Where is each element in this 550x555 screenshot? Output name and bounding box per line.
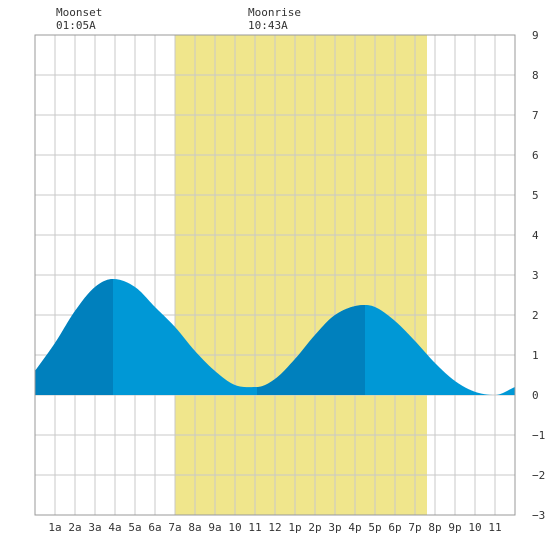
x-tick-label: 11 [248,521,261,534]
y-tick-label: 9 [532,29,539,42]
x-tick-label: 4a [108,521,121,534]
y-tick-labels: −3 −2 −1 0 1 2 3 4 5 6 7 8 9 [532,29,545,522]
x-tick-label: 2a [68,521,81,534]
x-tick-label: 10 [228,521,241,534]
x-tick-label: 8p [428,521,441,534]
y-tick-label: 8 [532,69,539,82]
y-tick-label: 1 [532,349,539,362]
x-tick-label: 1p [288,521,301,534]
tide-area [35,279,515,395]
y-tick-label: −1 [532,429,545,442]
tide-rising-area [257,305,365,395]
tide-rising-area [35,279,113,395]
x-tick-label: 2p [308,521,321,534]
y-tick-label: 5 [532,189,539,202]
y-tick-label: 3 [532,269,539,282]
moonrise-label: Moonrise [248,6,301,19]
x-tick-label: 5p [368,521,381,534]
x-tick-label: 3p [328,521,341,534]
y-tick-label: 7 [532,109,539,122]
x-tick-label: 7a [168,521,181,534]
x-tick-label: 6p [388,521,401,534]
x-tick-label: 8a [188,521,201,534]
x-tick-label: 10 [468,521,481,534]
x-tick-label: 9a [208,521,221,534]
frame-layer [34,34,516,516]
y-tick-label: −3 [532,509,545,522]
y-tick-label: 2 [532,309,539,322]
x-tick-label: 6a [148,521,161,534]
x-tick-label: 11 [488,521,501,534]
y-tick-label: 6 [532,149,539,162]
x-tick-label: 1a [48,521,61,534]
y-tick-label: 4 [532,229,539,242]
grid-layer [35,35,515,515]
x-tick-labels: 1a 2a 3a 4a 5a 6a 7a 8a 9a 10 11 12 1p 2p 3p 4p 5p 6p 7p 8p… [48,521,501,534]
plot-frame [34,34,516,516]
x-tick-label: 12 [268,521,281,534]
x-tick-label: 4p [348,521,361,534]
y-tick-label: −2 [532,469,545,482]
x-tick-label: 7p [408,521,421,534]
x-tick-label: 5a [128,521,141,534]
tide-area-layer [35,279,515,395]
moonset-time: 01:05A [56,19,96,32]
x-tick-label: 3a [88,521,101,534]
y-tick-label: 0 [532,389,539,402]
moonset-label: Moonset [56,6,102,19]
moonrise-time: 10:43A [248,19,288,32]
x-tick-label: 9p [448,521,461,534]
